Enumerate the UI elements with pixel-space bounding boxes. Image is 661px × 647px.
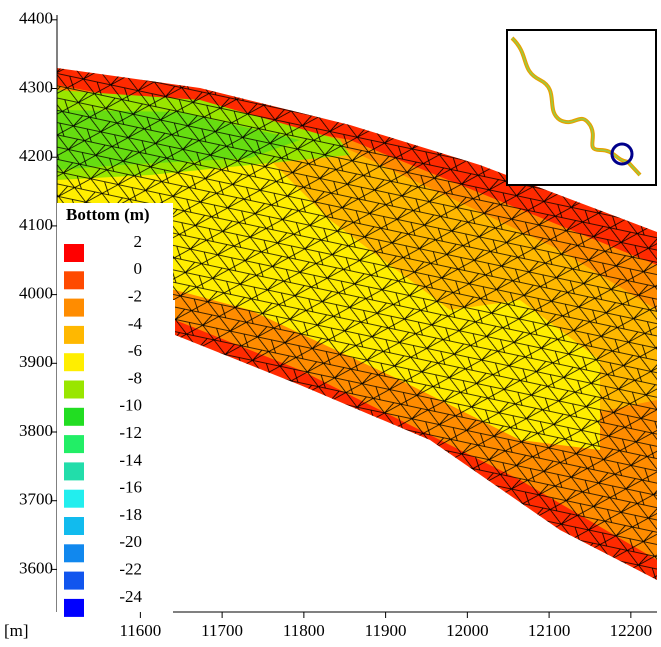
y-tick-label: 3800 [19, 421, 53, 440]
legend-swatch [64, 244, 84, 262]
legend-swatch [64, 271, 84, 290]
legend-label: -8 [128, 368, 142, 387]
x-tick-label: 11600 [119, 621, 161, 640]
y-tick-label: 4200 [19, 146, 53, 165]
x-tick-label: 11800 [283, 621, 325, 640]
legend-label: -20 [119, 532, 142, 551]
legend-label: -2 [128, 287, 142, 306]
legend-swatch [64, 571, 84, 590]
y-tick-label: 4400 [19, 9, 53, 28]
y-tick-label: 3700 [19, 490, 53, 509]
x-tick-label: 12000 [446, 621, 489, 640]
legend-swatch [64, 435, 84, 454]
legend-swatch [64, 353, 84, 372]
y-tick-label: 4000 [19, 284, 53, 303]
x-unit: [m] [4, 621, 29, 640]
legend-label: -14 [119, 450, 142, 469]
overview-inset [506, 29, 657, 186]
x-tick-label: 11900 [365, 621, 407, 640]
legend-label: -6 [128, 341, 142, 360]
legend-swatch [64, 544, 84, 563]
legend-label: -18 [119, 505, 142, 524]
y-tick-label: 3600 [19, 558, 53, 577]
legend-label: -12 [119, 423, 142, 442]
legend-swatch [64, 517, 84, 535]
legend-label: -4 [128, 314, 143, 333]
legend-swatch [64, 325, 84, 344]
y-tick-label: 3900 [19, 352, 53, 371]
legend-swatch [64, 380, 84, 399]
legend-label: -16 [119, 478, 142, 497]
legend-swatch [64, 598, 84, 617]
legend-label: -22 [119, 560, 142, 579]
legend-label: 0 [134, 259, 143, 278]
legend-swatch [64, 489, 84, 508]
x-tick-label: 11700 [201, 621, 243, 640]
legend-swatch [64, 462, 84, 481]
legend-label: 2 [134, 232, 143, 251]
legend-swatch [64, 407, 84, 426]
legend-title: Bottom (m) [66, 205, 150, 224]
legend-swatch [64, 298, 84, 317]
y-tick-label: 4300 [19, 77, 53, 96]
legend-label: -10 [119, 396, 142, 415]
x-tick-label: 12200 [610, 621, 653, 640]
legend-label: -24 [119, 587, 142, 606]
y-tick-label: 4100 [19, 215, 53, 234]
x-tick-label: 12100 [528, 621, 571, 640]
